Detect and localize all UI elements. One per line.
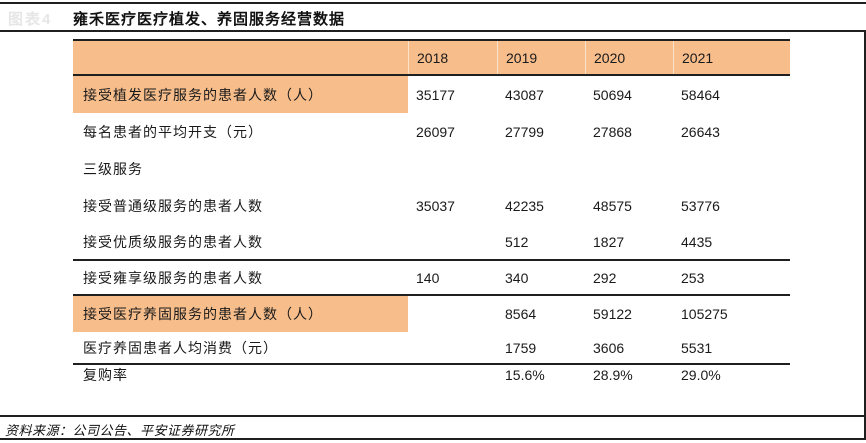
row-value: 140 [416, 269, 440, 286]
row-value: 43087 [505, 86, 544, 103]
row-value: 53776 [681, 197, 720, 214]
row-value [408, 224, 497, 259]
row-value: 4435 [681, 233, 713, 250]
row-value: 42235 [505, 197, 544, 214]
data-table: 2018 2019 2020 2021 接受植发医疗服务的患者人数（人） 35177 43… [73, 39, 790, 385]
top-rule [0, 2, 866, 4]
row-value: 48575 [593, 197, 632, 214]
source-divider-rule [0, 415, 866, 417]
table-row: 接受植发医疗服务的患者人数（人） 35177 43087 50694 58464 [73, 76, 790, 113]
row-value: 35177 [416, 86, 455, 103]
row-value: 27868 [593, 123, 632, 140]
row-label: 复购率 [83, 367, 128, 383]
row-label: 医疗养固患者人均消费（元） [83, 339, 278, 356]
row-value [408, 150, 497, 187]
row-value: 29.0% [681, 367, 721, 383]
row-value: 58464 [681, 86, 720, 103]
row-value: 5531 [681, 339, 713, 356]
row-label: 接受医疗养固服务的患者人数（人） [73, 296, 408, 332]
table-row: 接受医疗养固服务的患者人数（人） 8564 59122 105275 [73, 296, 790, 332]
row-value: 3606 [593, 339, 625, 356]
row-value: 512 [505, 233, 529, 250]
header-cell-year: 2019 [497, 41, 585, 74]
row-value: 15.6% [505, 367, 545, 383]
row-value: 28.9% [593, 367, 633, 383]
source-note: 资料来源：公司公告、平安证券研究所 [5, 423, 235, 438]
header-cell-year: 2021 [673, 41, 790, 74]
row-value: 27799 [505, 123, 544, 140]
row-value: 292 [593, 269, 617, 286]
header-cell-year: 2020 [585, 41, 673, 74]
table-row: 每名患者的平均开支（元） 26097 27799 27868 26643 [73, 113, 790, 150]
row-value [585, 150, 673, 187]
title-underline-rule [0, 30, 866, 32]
row-value: 26097 [416, 123, 455, 140]
row-label: 接受植发医疗服务的患者人数（人） [73, 76, 408, 113]
table-row: 接受普通级服务的患者人数 35037 42235 48575 53776 [73, 187, 790, 224]
row-value: 1827 [593, 233, 625, 250]
row-value [673, 150, 790, 187]
bottom-rule [0, 438, 866, 440]
figure-title: 雍禾医疗医疗植发、养固服务经营数据 [73, 11, 346, 28]
row-value [408, 296, 497, 332]
table-row: 三级服务 [73, 150, 790, 187]
row-value: 253 [681, 269, 705, 286]
row-label: 接受优质级服务的患者人数 [83, 233, 263, 250]
table-row: 接受雍享级服务的患者人数 140 340 292 253 [73, 261, 790, 296]
row-value: 50694 [593, 86, 632, 103]
row-value [408, 332, 497, 363]
row-value: 59122 [593, 306, 632, 322]
header-cell-year: 2018 [408, 41, 497, 74]
table-row: 复购率 15.6% 28.9% 29.0% [73, 365, 790, 385]
table-header-row: 2018 2019 2020 2021 [73, 39, 790, 76]
row-value: 35037 [416, 197, 455, 214]
table-row: 接受优质级服务的患者人数 512 1827 4435 [73, 224, 790, 261]
row-value: 340 [505, 269, 529, 286]
row-label: 接受普通级服务的患者人数 [83, 197, 263, 214]
row-label: 每名患者的平均开支（元） [83, 123, 263, 140]
row-value [497, 150, 585, 187]
row-value: 8564 [505, 306, 537, 322]
row-label: 接受雍享级服务的患者人数 [83, 269, 263, 286]
row-value [408, 365, 497, 385]
faded-figure-label: 图表4 [8, 11, 53, 28]
row-value: 26643 [681, 123, 720, 140]
table-row: 医疗养固患者人均消费（元） 1759 3606 5531 [73, 332, 790, 365]
row-label: 三级服务 [83, 160, 143, 177]
row-value: 1759 [505, 339, 537, 356]
row-value: 105275 [681, 306, 728, 322]
right-border-rule [864, 30, 866, 440]
